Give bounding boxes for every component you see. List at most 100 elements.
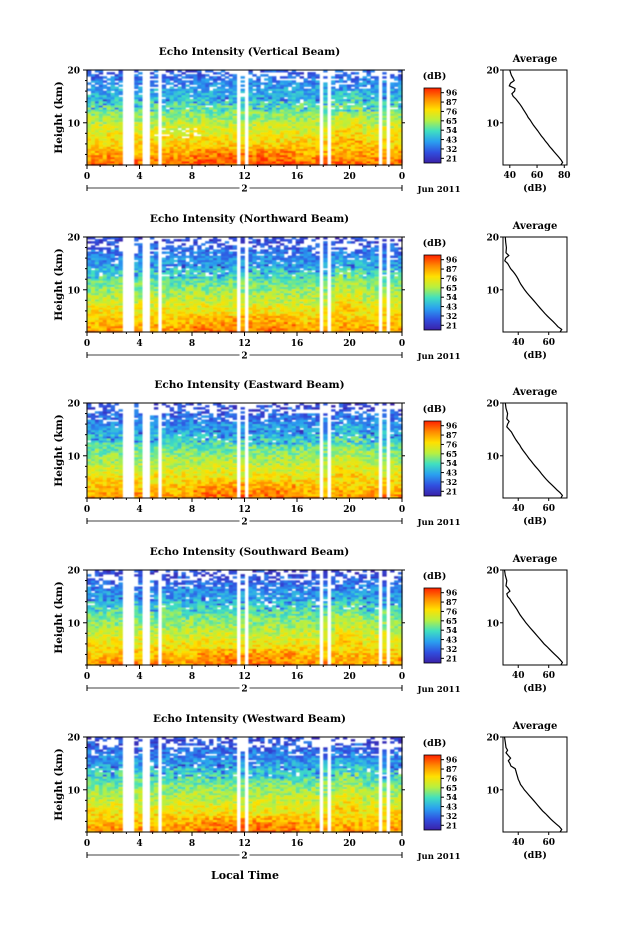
heatmap-cell: [362, 125, 367, 129]
heatmap-cell: [256, 109, 261, 112]
heatmap-cell: [358, 94, 364, 98]
heatmap-cell: [94, 88, 100, 92]
heatmap-cell: [272, 111, 277, 114]
heatmap-cell: [335, 113, 340, 116]
heatmap-cell: [370, 154, 375, 158]
heatmap-cell: [232, 123, 238, 127]
heatmap-cell: [232, 134, 238, 137]
heatmap-cell: [268, 127, 273, 131]
heatmap-cell: [232, 90, 238, 94]
heatmap-cell: [323, 160, 328, 164]
heatmap-cell: [153, 88, 159, 92]
heatmap-cell: [350, 144, 356, 147]
heatmap-cell: [98, 327, 104, 331]
heatmap-cell: [331, 113, 336, 116]
heatmap-cell: [315, 96, 320, 100]
heatmap-cell: [205, 329, 210, 333]
heatmap-cell: [339, 154, 344, 158]
heatmap-cell: [374, 113, 379, 116]
heatmap-cell: [228, 162, 234, 166]
heatmap-cell: [398, 92, 403, 96]
heatmap-cell: [283, 109, 289, 112]
heatmap-cell: [177, 119, 182, 123]
heatmap-cell: [114, 276, 119, 279]
heatmap-cell: [276, 329, 281, 333]
heatmap-cell: [323, 142, 328, 145]
heatmap-cell: [303, 138, 308, 141]
heatmap-cell: [394, 94, 399, 98]
heatmap-cell: [209, 90, 214, 94]
heatmap-cell: [252, 113, 257, 116]
heatmap-cell: [276, 88, 281, 92]
heatmap-cell: [299, 103, 304, 106]
heatmap-cell: [240, 156, 245, 160]
heatmap-cell: [94, 140, 100, 143]
heatmap-cell: [295, 100, 301, 104]
heatmap-cell: [134, 74, 139, 77]
heatmap-cell: [177, 136, 182, 139]
heatmap-cell: [374, 162, 379, 166]
heatmap-cell: [90, 158, 96, 162]
heatmap-cell: [114, 111, 119, 114]
heatmap-cell: [87, 136, 92, 139]
heatmap-cell: [114, 109, 119, 112]
heatmap-cell: [185, 138, 190, 141]
heatmap-cell: [209, 115, 214, 118]
heatmap-cell: [354, 72, 360, 75]
heatmap-cell: [169, 160, 175, 164]
heatmap-cell: [323, 113, 328, 116]
heatmap-cell: [161, 158, 167, 162]
heatmap-cell: [252, 84, 257, 87]
heatmap-cell: [110, 94, 115, 98]
heatmap-cell: [98, 94, 104, 98]
heatmap-cell: [256, 154, 261, 158]
heatmap-cell: [358, 152, 364, 156]
heatmap-cell: [134, 152, 139, 156]
heatmap-cell: [323, 329, 328, 333]
heatmap-cell: [134, 127, 139, 131]
heatmap-cell: [264, 107, 269, 110]
heatmap-cell: [220, 107, 226, 110]
heatmap-cell: [114, 105, 119, 108]
heatmap-cell: [213, 119, 218, 123]
heatmap-cell: [150, 115, 155, 118]
heatmap-cell: [252, 144, 257, 147]
heatmap-cell: [216, 152, 222, 156]
heatmap-cell: [291, 72, 297, 75]
heatmap-cell: [220, 129, 226, 133]
heatmap-cell: [342, 84, 348, 87]
heatmap-cell: [94, 113, 100, 116]
heatmap-cell: [224, 156, 230, 160]
heatmap-cell: [370, 100, 375, 104]
heatmap-cell: [205, 142, 210, 145]
heatmap-cell: [213, 96, 218, 100]
heatmap-cell: [232, 158, 238, 162]
heatmap-cell: [272, 109, 277, 112]
heatmap-cell: [346, 109, 352, 112]
heatmap-cell: [87, 74, 92, 77]
heatmap-cell: [276, 121, 281, 125]
heatmap-cell: [173, 121, 178, 125]
heatmap-cell: [189, 150, 194, 154]
heatmap-cell: [90, 74, 96, 77]
heatmap-cell: [342, 129, 348, 133]
heatmap-cell: [193, 125, 198, 129]
heatmap-cell: [374, 160, 379, 164]
heatmap-cell: [374, 105, 379, 108]
heatmap-cell: [354, 125, 360, 129]
heatmap-cell: [260, 92, 265, 96]
heatmap-cell: [90, 144, 96, 147]
heatmap-cell: [331, 88, 336, 92]
heatmap-cell: [346, 78, 352, 81]
heatmap-cell: [150, 138, 155, 141]
heatmap-cell: [161, 107, 167, 110]
heatmap-cell: [189, 115, 194, 118]
heatmap-cell: [189, 107, 194, 110]
heatmap-cell: [173, 117, 178, 120]
heatmap-cell: [173, 158, 178, 162]
heatmap-cell: [189, 105, 194, 108]
heatmap-cell: [177, 109, 182, 112]
heatmap-cell: [248, 125, 253, 129]
heatmap-cell: [366, 129, 371, 133]
heatmap-cell: [161, 80, 167, 83]
